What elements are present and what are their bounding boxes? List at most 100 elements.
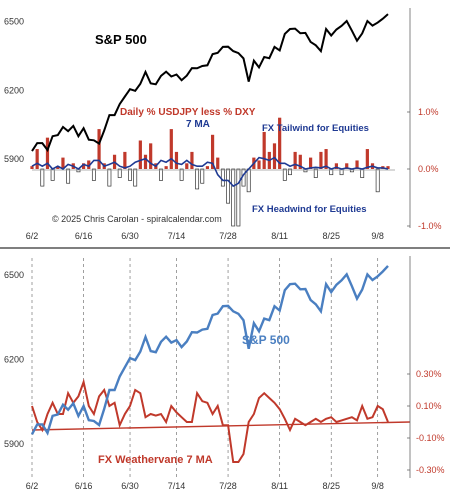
x-tick-label: 8/11 <box>271 481 288 491</box>
daily-bar <box>278 117 282 169</box>
daily-bar <box>324 149 328 169</box>
bottom-y2-ticks: 0.30% 0.10% -0.10% -0.30% <box>407 369 445 475</box>
x-tick-label: 8/25 <box>322 231 340 241</box>
y2-tick-label: 0.10% <box>416 401 442 411</box>
bottom-gridlines <box>31 258 379 478</box>
daily-bar <box>30 166 34 169</box>
daily-bar <box>231 168 236 227</box>
daily-bar <box>149 143 153 169</box>
y2-tick-label: -0.10% <box>416 433 445 443</box>
y-tick-label: 6200 <box>4 355 24 365</box>
daily-bar <box>190 151 194 169</box>
daily-bar <box>164 166 168 169</box>
y-tick-label: 5900 <box>4 154 24 164</box>
bottom-x-ticks: 6/2 6/16 6/30 7/14 7/28 8/11 8/25 9/8 <box>26 481 384 491</box>
daily-bar <box>195 168 200 190</box>
y-tick-label: 6500 <box>4 270 24 280</box>
daily-bar <box>56 166 60 169</box>
top-sp500-line <box>31 13 389 153</box>
daily-bar <box>246 168 251 193</box>
daily-bar <box>288 168 292 176</box>
x-tick-label: 6/16 <box>75 231 93 241</box>
x-tick-label: 6/30 <box>121 231 139 241</box>
daily-bar <box>35 149 39 169</box>
x-tick-label: 7/28 <box>219 481 237 491</box>
y2-tick-label: 1.0% <box>418 107 439 117</box>
top-ma-line <box>31 156 389 188</box>
daily-bar <box>133 168 138 187</box>
daily-bar <box>61 157 65 169</box>
daily-bar <box>179 168 184 181</box>
daily-bar <box>174 151 179 169</box>
x-tick-label: 9/8 <box>371 481 384 491</box>
daily-bar <box>216 157 220 169</box>
copyright-text: © 2025 Chris Carolan - spiralcalendar.co… <box>52 214 222 224</box>
daily-bar <box>97 129 101 169</box>
top-daily-label: Daily % USDJPY less % DXY <box>120 107 256 118</box>
y2-tick-label: 0.30% <box>416 369 442 379</box>
x-tick-label: 8/25 <box>322 481 340 491</box>
top-headwind-label: FX Headwind for Equities <box>252 204 367 215</box>
daily-bar <box>386 166 390 169</box>
bottom-weathervane-line <box>31 378 389 463</box>
top-panel: 6500 6200 5900 1.0% 0.0% -1.0% 6/2 6/16 6/30 7/… <box>4 8 442 241</box>
daily-bar <box>272 143 277 169</box>
daily-bar <box>117 168 122 178</box>
x-tick-label: 7/28 <box>219 231 237 241</box>
daily-bar <box>345 163 349 169</box>
daily-bar <box>138 140 142 169</box>
y2-tick-label: -0.30% <box>416 465 445 475</box>
top-y2-ticks: 1.0% 0.0% -1.0% <box>407 107 442 231</box>
daily-bar <box>50 168 55 181</box>
daily-bar <box>205 166 210 169</box>
top-sp500-label: S&P 500 <box>95 32 147 47</box>
y-tick-label: 6200 <box>4 85 24 95</box>
top-ma-label: 7 MA <box>186 119 210 130</box>
x-tick-label: 6/2 <box>26 481 39 491</box>
bottom-sp500-line <box>30 265 389 436</box>
x-tick-label: 6/2 <box>26 231 39 241</box>
daily-bar <box>91 168 96 181</box>
daily-bar <box>169 129 173 169</box>
daily-bar <box>236 168 241 227</box>
x-tick-label: 8/11 <box>271 231 288 241</box>
daily-bar <box>200 168 205 184</box>
y2-tick-label: -1.0% <box>418 221 442 231</box>
x-tick-label: 6/16 <box>75 481 93 491</box>
daily-bar <box>220 168 225 187</box>
daily-bar <box>262 131 266 169</box>
daily-bar <box>159 168 163 181</box>
daily-bar <box>257 160 261 169</box>
bottom-trend-line <box>31 421 411 431</box>
daily-bar <box>210 134 215 169</box>
top-y-ticks: 6500 6200 5900 <box>4 16 24 164</box>
x-tick-label: 7/14 <box>168 481 186 491</box>
daily-bar <box>107 168 112 187</box>
daily-bar <box>309 157 313 169</box>
daily-bar <box>66 168 71 184</box>
y-tick-label: 6500 <box>4 16 24 26</box>
x-tick-label: 7/14 <box>168 231 186 241</box>
x-tick-label: 9/8 <box>371 231 384 241</box>
top-x-ticks: 6/2 6/16 6/30 7/14 7/28 8/11 8/25 9/8 <box>26 231 384 241</box>
daily-bar <box>313 168 318 178</box>
daily-bar <box>293 151 297 169</box>
daily-bar <box>40 168 45 187</box>
daily-bar <box>123 151 127 169</box>
daily-bar <box>375 168 380 193</box>
daily-bar <box>45 137 50 169</box>
daily-bar <box>81 163 86 169</box>
daily-bar <box>298 154 302 169</box>
daily-bar <box>282 168 287 181</box>
daily-bar <box>87 160 91 169</box>
daily-bar <box>319 151 323 169</box>
daily-bar <box>365 149 369 169</box>
daily-bar <box>334 163 339 169</box>
x-tick-label: 6/30 <box>121 481 139 491</box>
bottom-y-ticks: 6500 6200 5900 <box>4 270 24 449</box>
daily-bar <box>143 154 148 169</box>
bottom-weathervane-label: FX Weathervane 7 MA <box>98 454 213 466</box>
daily-bar <box>128 168 132 181</box>
